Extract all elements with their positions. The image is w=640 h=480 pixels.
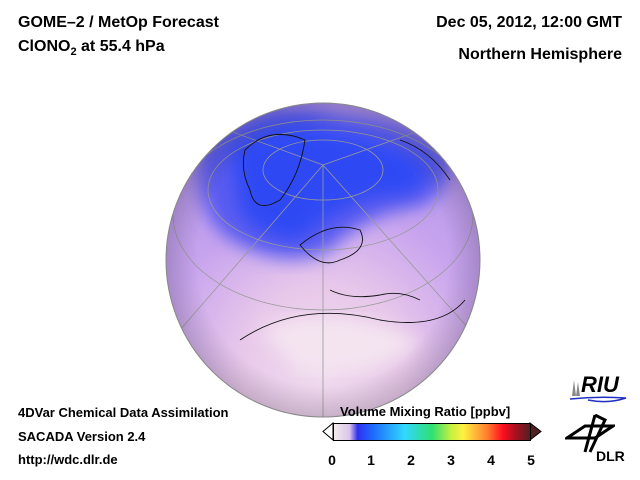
dlr-logo-icon xyxy=(565,414,615,453)
footer-line1: 4DVar Chemical Data Assimilation xyxy=(18,405,229,420)
riu-text: RIU xyxy=(581,372,619,397)
region-label: Northern Hemisphere xyxy=(458,46,622,63)
colorbar-tick: 0 xyxy=(328,452,336,468)
dlr-text: DLR xyxy=(596,448,625,464)
riu-logo: RIU xyxy=(568,372,628,404)
footer-url[interactable]: http://wdc.dlr.de xyxy=(18,452,118,467)
pressure-level: at 55.4 hPa xyxy=(76,38,165,55)
colorbar-tick: 4 xyxy=(487,452,495,468)
species-subscript: 2 xyxy=(70,46,77,59)
colorbar-tick: 1 xyxy=(367,452,375,468)
species: ClONO xyxy=(18,38,71,55)
date-label: Dec 05, 2012, 12:00 GMT xyxy=(436,14,622,31)
riu-logo-mark xyxy=(569,380,627,403)
colorbar xyxy=(333,423,531,441)
colorbar-tick: 5 xyxy=(527,452,535,468)
title-line2: ClONO2 at 55.4 hPa xyxy=(18,38,165,58)
colorbar-tick: 2 xyxy=(407,452,415,468)
footer-line2: SACADA Version 2.4 xyxy=(18,429,146,444)
title-line1: GOME–2 / MetOp Forecast xyxy=(18,14,219,31)
colorbar-tick: 3 xyxy=(447,452,455,468)
colorbar-title: Volume Mixing Ratio [ppbv] xyxy=(340,404,511,419)
